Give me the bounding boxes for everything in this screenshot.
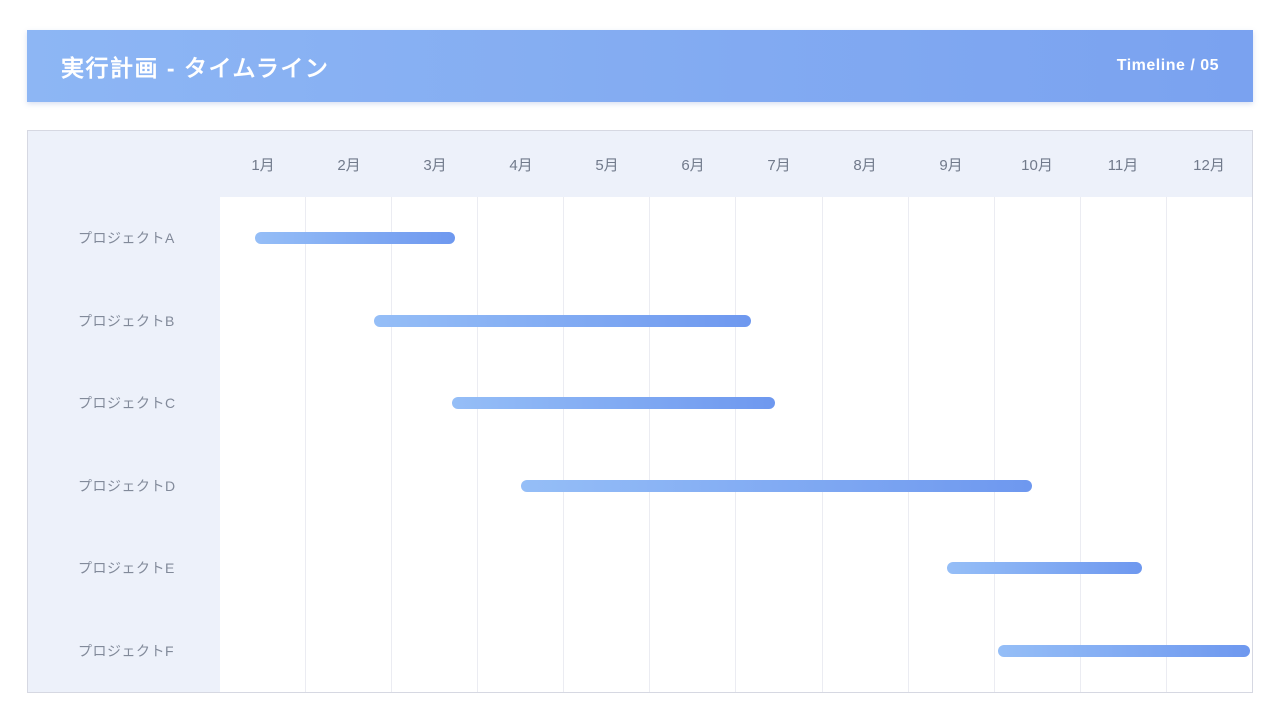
month-label: 12月 — [1193, 156, 1225, 174]
slide-header: 実行計画 - タイムライン Timeline / 05 — [27, 30, 1253, 102]
grid-column — [564, 197, 651, 692]
month-label: 4月 — [509, 156, 533, 174]
bars-layer — [220, 197, 1252, 692]
gantt-chart: 1月 2月 3月 4月 5月 6月 7月 8月 9月 10月 11月 12月 プロジェクトA プロジェク… — [27, 130, 1253, 693]
row-label: プロジェクトC — [78, 395, 176, 412]
plot-area — [220, 197, 1252, 692]
grid-column — [1081, 197, 1167, 692]
month-label: 8月 — [853, 156, 877, 174]
month-label: 7月 — [767, 156, 791, 174]
page-title: 実行計画 - タイムライン — [61, 55, 330, 81]
month-label: 9月 — [939, 156, 963, 174]
month-label: 5月 — [595, 156, 619, 174]
grid-column — [909, 197, 995, 692]
month-label: 10月 — [1021, 156, 1053, 174]
gantt-bar — [521, 479, 1032, 492]
gantt-bar — [373, 314, 751, 327]
grid-column — [736, 197, 823, 692]
month-label: 11月 — [1107, 156, 1139, 174]
grid-column — [220, 197, 307, 692]
gantt-bar — [998, 644, 1251, 657]
grid-column — [995, 197, 1081, 692]
gantt-bar — [255, 232, 455, 245]
row-label: プロジェクトF — [78, 642, 175, 659]
row-label: プロジェクトE — [78, 560, 175, 577]
row-label: プロジェクトB — [78, 312, 175, 329]
month-gridlines — [220, 197, 1252, 692]
month-label: 6月 — [681, 156, 705, 174]
grid-column — [478, 197, 565, 692]
page-number-label: Timeline / 05 — [1116, 57, 1219, 74]
month-label: 1月 — [251, 156, 275, 174]
row-label: プロジェクトD — [78, 477, 176, 494]
grid-column — [306, 197, 393, 692]
grid-column — [650, 197, 737, 692]
row-label-column: プロジェクトA プロジェクトB プロジェクトC プロジェクトD プロジェクトE プロジェク… — [28, 197, 220, 692]
gantt-bar — [452, 397, 775, 410]
grid-column — [823, 197, 909, 692]
month-header-row: 1月 2月 3月 4月 5月 6月 7月 8月 9月 10月 11月 12月 — [220, 131, 1252, 197]
gantt-bar — [946, 562, 1142, 575]
row-label: プロジェクトA — [78, 230, 175, 247]
month-label: 2月 — [337, 156, 361, 174]
month-label: 3月 — [423, 156, 447, 174]
gantt-body: プロジェクトA プロジェクトB プロジェクトC プロジェクトD プロジェクトE プロジェク… — [28, 197, 1252, 692]
grid-column — [392, 197, 479, 692]
